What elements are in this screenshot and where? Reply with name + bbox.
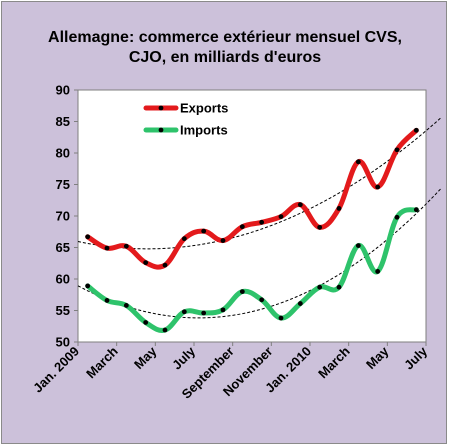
imports-trendline (77, 188, 441, 319)
exports-point (394, 147, 400, 153)
y-tick-label: 70 (56, 209, 70, 224)
chart-title-line-2: CJO, en milliards d'euros (128, 49, 322, 66)
imports-point (375, 269, 381, 274)
legend-exports-label: Exports (180, 101, 228, 116)
y-tick-label: 75 (56, 177, 70, 192)
exports-point (317, 224, 323, 230)
exports-point (336, 206, 342, 211)
exports-point (220, 238, 226, 243)
plot-area (77, 89, 427, 343)
y-tick-label: 80 (56, 146, 70, 161)
imports-point (220, 307, 226, 313)
x-tick-label: March (315, 343, 353, 381)
exports-point (143, 260, 149, 266)
imports-point (355, 243, 361, 249)
y-tick-label: 85 (56, 114, 70, 129)
x-tick-label: Jan. 2009 (30, 344, 82, 396)
y-tick-label: 65 (56, 240, 70, 255)
exports-point (355, 159, 361, 165)
exports-point (278, 214, 284, 220)
chart-title-line-1: Allemagne: commerce extérieur mensuel CV… (48, 29, 402, 46)
imports-point (85, 283, 91, 289)
imports-point (104, 298, 110, 303)
imports-point (123, 303, 129, 308)
exports-point (181, 236, 187, 242)
imports-point (297, 301, 303, 306)
exports-point (413, 127, 419, 133)
exports-point (259, 219, 265, 225)
imports-point (317, 284, 323, 290)
exports-point (85, 234, 91, 240)
y-tick-label: 50 (56, 335, 70, 350)
exports-point (297, 202, 303, 208)
legend-imports-marker (158, 127, 164, 133)
y-tick-label: 55 (56, 303, 70, 318)
exports-point (201, 228, 207, 234)
imports-point (259, 297, 265, 303)
x-tick-label: July (401, 343, 431, 373)
x-tick-label: March (83, 343, 121, 381)
imports-point (143, 320, 149, 325)
imports-point (413, 207, 419, 213)
exports-point (123, 243, 129, 249)
x-tick-label: July (169, 343, 199, 373)
y-tick-label: 90 (56, 83, 70, 98)
exports-trendline (77, 117, 441, 250)
x-tick-label: May (131, 343, 160, 372)
legend-exports-marker (158, 105, 164, 111)
imports-point (278, 315, 284, 321)
imports-point (181, 309, 187, 315)
x-tick-label: May (363, 343, 392, 372)
exports-point (104, 245, 110, 251)
exports-point (375, 184, 381, 190)
imports-point (394, 214, 400, 220)
imports-point (162, 327, 168, 333)
exports-point (162, 262, 168, 268)
exports-point (239, 224, 245, 230)
imports-point (239, 289, 245, 294)
y-tick-label: 60 (56, 272, 70, 287)
imports-point (201, 310, 207, 316)
legend-imports-label: Imports (180, 123, 228, 138)
imports-point (336, 284, 342, 290)
